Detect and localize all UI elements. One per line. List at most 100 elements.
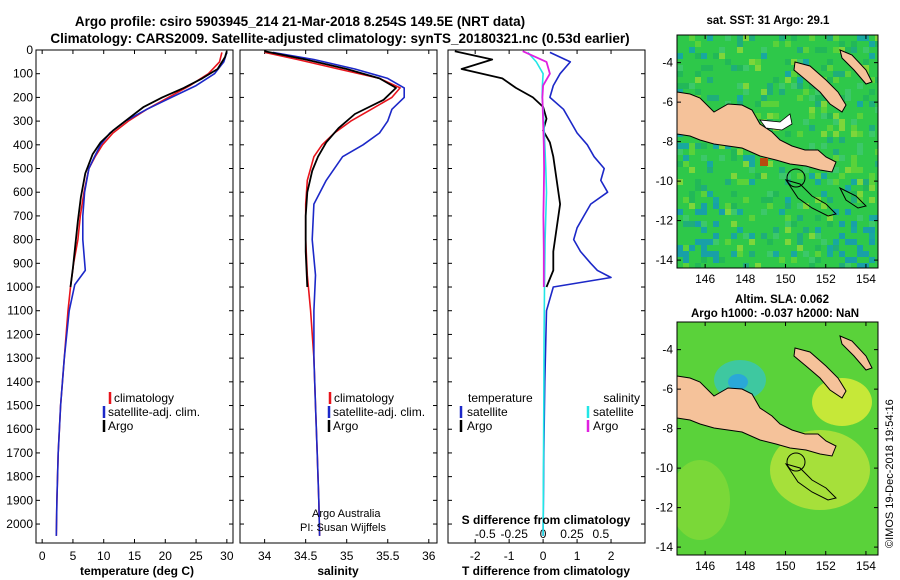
sst-pixel (863, 65, 869, 71)
sst-map-ticks: -4 -6 -8 -10 -12 -14 146 148 150 152 154 (656, 35, 878, 286)
sst-pixel (827, 113, 833, 119)
sst-pixel (869, 89, 875, 95)
sst-pixel (845, 95, 851, 101)
sst-pixel (701, 221, 707, 227)
credit-pi: PI: Susan Wijffels (300, 522, 386, 534)
sst-pixel (815, 257, 821, 263)
sst-pixel (797, 239, 803, 245)
sst-pixel (701, 227, 707, 233)
sst-pixel (701, 185, 707, 191)
sst-map-land-new-ireland (839, 49, 873, 85)
sst-pixel (719, 143, 725, 149)
sst-pixel (845, 209, 851, 215)
sst-pixel (737, 47, 743, 53)
sst-map (677, 35, 878, 268)
sst-pixel (857, 263, 863, 268)
sst-pixel (791, 257, 797, 263)
sst-pixel (833, 155, 839, 161)
sst-pixel (701, 143, 707, 149)
sst-pixel (797, 245, 803, 251)
sst-pixel (785, 101, 791, 107)
sst-pixel (749, 161, 755, 167)
sst-pixel (737, 251, 743, 257)
sst-pixel (869, 221, 875, 227)
sst-pixel (695, 77, 701, 83)
title-line-1: Argo profile: csiro 5903945_214 21-Mar-2… (75, 14, 525, 29)
sst-pixel (851, 227, 857, 233)
x-tick-label: 10 (97, 549, 111, 563)
sst-pixel (761, 47, 767, 53)
y-tick-label: 200 (13, 90, 33, 104)
sst-pixel (773, 41, 779, 47)
sst-pixel (761, 227, 767, 233)
sst-pixel (863, 227, 869, 233)
sst-pixel (797, 83, 803, 89)
sst-pixel (677, 161, 683, 167)
temperature-plot-frame (35, 49, 234, 544)
sst-pixel (677, 71, 683, 77)
sst-pixel (857, 143, 863, 149)
series-line-argo (69, 50, 228, 288)
sst-map-frame (676, 34, 879, 269)
sst-pixel (731, 173, 737, 179)
series-line-s-satellite (527, 51, 548, 536)
y-tick-label: 0 (26, 43, 33, 57)
top-x-tick-label: 0.25 (560, 527, 584, 541)
sst-pixel (851, 131, 857, 137)
sst-pixel (815, 89, 821, 95)
sst-pixel (749, 233, 755, 239)
difference-xlabel: T difference from climatology (462, 564, 630, 578)
sst-pixel (677, 65, 683, 71)
sst-pixel (833, 149, 839, 155)
map-x-tick-label: 150 (776, 272, 796, 286)
sst-pixel (677, 143, 683, 149)
sst-pixel (785, 77, 791, 83)
map-x-tick-label: 154 (856, 272, 876, 286)
salinity-plot-frame (239, 49, 438, 544)
salinity-xlabel: salinity (317, 564, 359, 578)
sst-pixel (827, 59, 833, 65)
sst-pixel (827, 215, 833, 221)
sla-map-title-2: Argo h1000: -0.037 h2000: NaN (691, 308, 859, 320)
legend-label-s-argo: Argo (593, 419, 619, 433)
sst-pixel (875, 149, 878, 155)
sst-pixel (821, 143, 827, 149)
sst-pixel (689, 47, 695, 53)
sst-pixel (839, 119, 845, 125)
series-line-satellite-adj.-clim. (272, 51, 406, 536)
sst-pixel (737, 173, 743, 179)
sst-pixel (785, 215, 791, 221)
y-tick-label: 400 (13, 138, 33, 152)
legend-label-satellite: satellite-adj. clim. (108, 405, 200, 419)
sst-pixel (863, 95, 869, 101)
sst-pixel (683, 257, 689, 263)
sst-pixel (851, 221, 857, 227)
sst-pixel (857, 191, 863, 197)
sst-pixel (773, 77, 779, 83)
sst-pixel (707, 77, 713, 83)
sst-pixel (869, 257, 875, 263)
sst-pixel (731, 65, 737, 71)
sst-pixel (689, 83, 695, 89)
sst-pixel (815, 245, 821, 251)
sst-pixel (749, 155, 755, 161)
sst-pixel (845, 71, 851, 77)
sst-pixel (869, 101, 875, 107)
sst-pixel (779, 173, 785, 179)
sst-pixel (707, 179, 713, 185)
sst-pixel (725, 35, 731, 41)
map-x-tick-label: 148 (735, 272, 755, 286)
sla-map-frame (676, 321, 879, 556)
sst-pixel (833, 179, 839, 185)
sst-pixel (683, 143, 689, 149)
sst-pixel (713, 239, 719, 245)
sst-pixel (875, 41, 878, 47)
sst-pixel (851, 41, 857, 47)
x-tick-label: 2 (608, 549, 615, 563)
sst-pixel (851, 239, 857, 245)
sst-pixel (815, 215, 821, 221)
sst-pixel (851, 191, 857, 197)
sst-pixel (857, 149, 863, 155)
sst-pixel (851, 167, 857, 173)
sst-pixel (803, 203, 809, 209)
